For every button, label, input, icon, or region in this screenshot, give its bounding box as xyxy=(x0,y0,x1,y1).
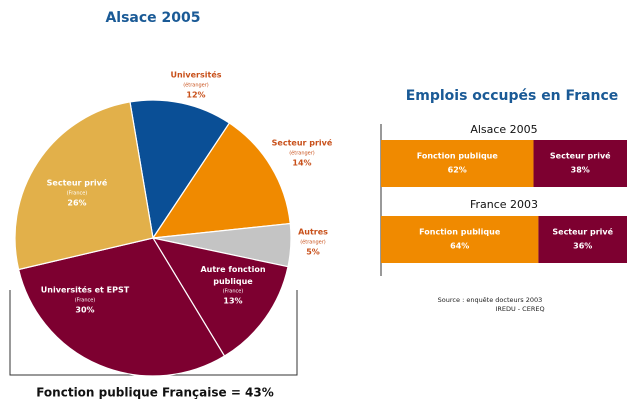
bar-title: Emplois occupés en France xyxy=(406,88,619,104)
slice-value: 13% xyxy=(223,297,242,306)
slice-value: 5% xyxy=(306,248,320,257)
slice-sublabel: (France) xyxy=(67,191,88,197)
segment-name: Secteur privé xyxy=(552,227,613,237)
row-label: Alsace 2005 xyxy=(470,123,537,136)
slice-value: 30% xyxy=(75,306,94,315)
slice-sublabel: (France) xyxy=(223,289,244,295)
segment-value: 62% xyxy=(448,166,467,175)
pie-slice xyxy=(17,237,226,377)
segment-name: Fonction publique xyxy=(417,152,499,161)
segment-value: 36% xyxy=(573,242,592,251)
segment-name: Fonction publique xyxy=(419,228,501,237)
pie-slice xyxy=(151,237,289,357)
slice-value: 12% xyxy=(186,91,205,100)
slice-sublabel: (étranger) xyxy=(300,239,326,246)
segment-value: 64% xyxy=(450,242,469,251)
source-note: Source : enquête docteurs 2003 xyxy=(438,296,543,304)
bar-segment xyxy=(381,140,534,187)
bar-segment xyxy=(533,140,627,187)
pie-slice xyxy=(14,101,154,271)
slice-label: Secteur privé xyxy=(272,138,333,148)
annotation: Fonction publique Française = 43% xyxy=(36,386,274,400)
slice-label: Universités et EPST xyxy=(41,285,130,295)
source-note: IREDU - CEREQ xyxy=(495,305,544,313)
slice-label: Autre fonction publique xyxy=(200,265,265,286)
slice-sublabel: (étranger) xyxy=(183,82,209,89)
bar-segment xyxy=(381,216,539,263)
slice-sublabel: (France) xyxy=(75,298,96,304)
pie-slice xyxy=(129,99,231,240)
segment-value: 38% xyxy=(571,166,590,175)
slice-value: 26% xyxy=(67,199,86,208)
segment-name: Secteur privé xyxy=(550,151,611,161)
row-label: France 2003 xyxy=(470,198,538,211)
slice-label: Secteur privé xyxy=(47,178,108,188)
bar-segment xyxy=(538,216,627,263)
slice-sublabel: (étranger) xyxy=(289,150,315,157)
pie-slice xyxy=(151,122,291,239)
slice-label: Universités xyxy=(170,70,221,80)
slice-label: Autres xyxy=(298,228,328,237)
slice-value: 14% xyxy=(292,159,311,168)
pie-title: Alsace 2005 xyxy=(105,10,200,26)
